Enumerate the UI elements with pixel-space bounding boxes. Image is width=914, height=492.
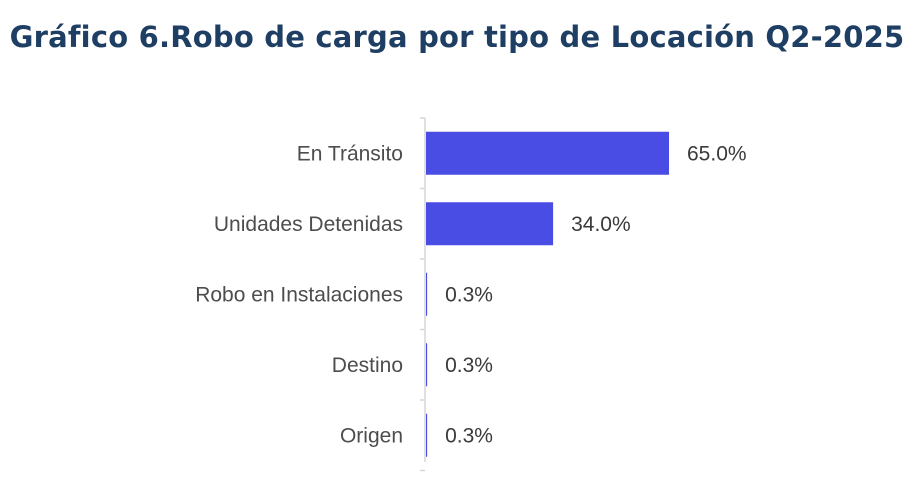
data-label: 0.3% bbox=[445, 354, 493, 377]
data-label: 0.3% bbox=[445, 283, 493, 306]
bar bbox=[426, 272, 428, 316]
bar bbox=[426, 343, 428, 387]
chart-title: Gráfico 6.Robo de carga por tipo de Loca… bbox=[9, 20, 905, 54]
category-label: En Tránsito bbox=[297, 142, 403, 165]
bar bbox=[426, 413, 428, 457]
category-label: Robo en Instalaciones bbox=[195, 283, 403, 306]
category-label: Origen bbox=[340, 424, 403, 447]
data-label: 65.0% bbox=[687, 142, 747, 165]
category-label: Unidades Detenidas bbox=[214, 213, 403, 236]
data-label: 34.0% bbox=[571, 213, 631, 236]
bar bbox=[426, 202, 554, 246]
bar bbox=[426, 131, 669, 175]
data-label: 0.3% bbox=[445, 424, 493, 447]
category-label: Destino bbox=[332, 354, 403, 377]
